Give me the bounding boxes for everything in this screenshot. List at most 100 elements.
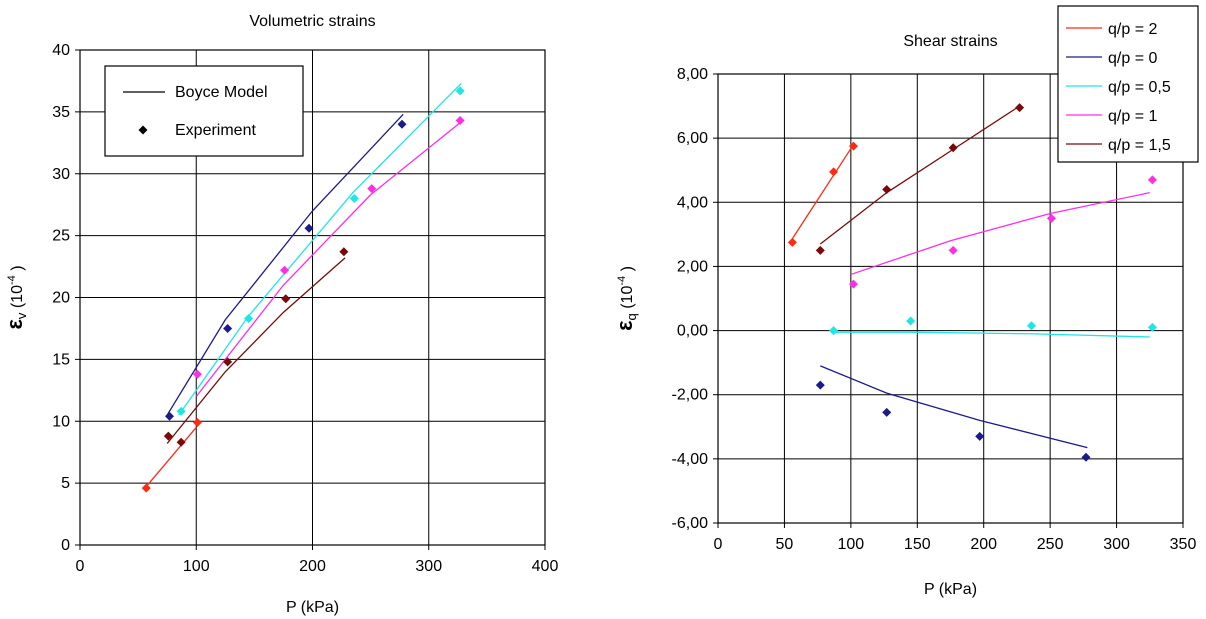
experiment-point-series-4: [339, 247, 349, 257]
legend-label-0: q/p = 2: [1108, 21, 1157, 38]
x-tick-label: 100: [838, 536, 865, 553]
experiment-point-series-4: [223, 357, 233, 367]
y-tick-label: 35: [52, 104, 70, 121]
experiment-point-series-2: [244, 314, 254, 324]
legend-label-model: Boyce Model: [175, 84, 268, 101]
experiment-point-series-3: [1147, 175, 1157, 185]
experiment-point-series-3: [1046, 213, 1056, 223]
y-tick-label: 8,00: [677, 66, 708, 83]
y-axis-subscript: v: [14, 312, 29, 319]
x-tick-label: 200: [299, 558, 326, 575]
experiment-point-series-2: [829, 326, 839, 336]
x-tick-label: 400: [532, 558, 559, 575]
experiment-point-series-2: [906, 316, 916, 326]
experiment-point-series-4: [882, 184, 892, 194]
experiment-point-series-4: [176, 437, 186, 447]
legend-label-1: q/p = 0: [1108, 50, 1157, 67]
y-tick-label: -6,00: [672, 515, 709, 532]
model-line-series-3: [850, 192, 1150, 276]
y-tick-label: 30: [52, 166, 70, 183]
experiment-point-series-4: [281, 294, 291, 304]
model-line-series-0: [790, 144, 855, 242]
y-tick-label: 25: [52, 228, 70, 245]
experiment-point-series-3: [849, 279, 859, 289]
model-line-series-0: [143, 427, 197, 490]
y-axis-label: εq (10-4 ): [612, 266, 639, 331]
y-tick-label: 6,00: [677, 130, 708, 147]
chart-title: Shear strains: [903, 33, 997, 50]
y-axis-unit: (10: [9, 285, 26, 313]
experiment-point-series-4: [1015, 103, 1025, 113]
y-tick-label: 2,00: [677, 258, 708, 275]
model-line-series-4: [819, 105, 1020, 245]
legend-label-4: q/p = 1,5: [1108, 137, 1171, 154]
experiment-point-series-1: [165, 411, 175, 421]
model-line-series-1: [820, 365, 1088, 449]
experiment-point-series-4: [948, 143, 958, 153]
y-tick-label: 15: [52, 351, 70, 368]
x-tick-label: 300: [415, 558, 442, 575]
experiment-point-series-3: [280, 265, 290, 275]
x-tick-label: 0: [714, 536, 723, 553]
y-tick-label: 20: [52, 290, 70, 307]
y-axis-exponent: -4: [616, 276, 628, 286]
experiment-point-series-2: [349, 194, 359, 203]
legend-box: [104, 65, 304, 157]
experiment-point-series-3: [948, 245, 958, 255]
volumetric-chart: 0 100 200 300 400 0 5 10 15 20 25 30 35 40 Volumetric …: [2, 13, 558, 616]
x-tick-label: 300: [1103, 536, 1130, 553]
experiment-point-series-1: [975, 431, 985, 441]
experiment-point-series-0: [787, 237, 797, 247]
legend-box: [1057, 5, 1199, 163]
experiment-point-series-3: [455, 116, 465, 126]
x-tick-label: 50: [776, 536, 794, 553]
experiment-point-series-0: [192, 417, 202, 427]
y-tick-label: 0: [61, 537, 70, 554]
experiment-point-series-2: [1027, 321, 1037, 331]
y-axis-unit-close: ): [619, 266, 636, 276]
y-axis-unit-close: ): [9, 265, 26, 275]
legend-label-3: q/p = 1: [1108, 108, 1157, 125]
y-tick-label: 0,00: [677, 323, 708, 340]
model-line-series-1: [166, 113, 404, 416]
y-tick-label: -2,00: [672, 387, 709, 404]
x-axis-label: P (kPa): [924, 581, 977, 598]
model-line-series-2: [830, 331, 1150, 338]
legend-marker-sample: [138, 125, 148, 135]
x-tick-label: 200: [970, 536, 997, 553]
experiment-point-series-1: [397, 119, 407, 129]
y-axis-label: εv (10-4 ): [2, 265, 29, 329]
model-line-series-3: [195, 121, 462, 397]
x-tick-label: 350: [1170, 536, 1197, 553]
experiment-point-series-0: [829, 167, 839, 177]
experiment-point-series-2: [455, 86, 465, 96]
legend-label-experiment: Experiment: [175, 122, 256, 139]
experiment-point-series-4: [815, 245, 825, 255]
experiment-point-series-2: [176, 406, 186, 416]
model-line-series-4: [166, 257, 346, 444]
experiment-point-series-3: [367, 184, 377, 194]
x-tick-label: 250: [1037, 536, 1064, 553]
model-line-series-2: [178, 82, 462, 416]
y-axis-exponent: -4: [6, 275, 18, 285]
y-tick-label: 10: [52, 413, 70, 430]
y-axis-unit: (10: [619, 286, 636, 314]
y-tick-label: -4,00: [672, 451, 709, 468]
experiment-point-series-0: [141, 483, 151, 493]
legend-label-2: q/p = 0,5: [1108, 79, 1171, 96]
x-tick-label: 150: [904, 536, 931, 553]
experiment-point-series-3: [192, 369, 202, 379]
x-axis-label: P (kPa): [286, 599, 339, 616]
y-tick-label: 4,00: [677, 194, 708, 211]
shear-chart: 0 50 100 150 200 250 300 350 -6,00 -4,00 -2,00 0,00…: [612, 5, 1199, 598]
experiment-point-series-4: [163, 431, 173, 441]
chart-title: Volumetric strains: [249, 13, 375, 30]
y-tick-label: 5: [61, 475, 70, 492]
experiment-point-series-0: [849, 141, 859, 151]
y-axis-symbol: ε: [2, 319, 27, 330]
y-axis-symbol: ε: [612, 320, 637, 331]
experiment-point-series-1: [223, 323, 233, 333]
y-tick-label: 40: [52, 42, 70, 59]
x-tick-label: 0: [76, 558, 85, 575]
